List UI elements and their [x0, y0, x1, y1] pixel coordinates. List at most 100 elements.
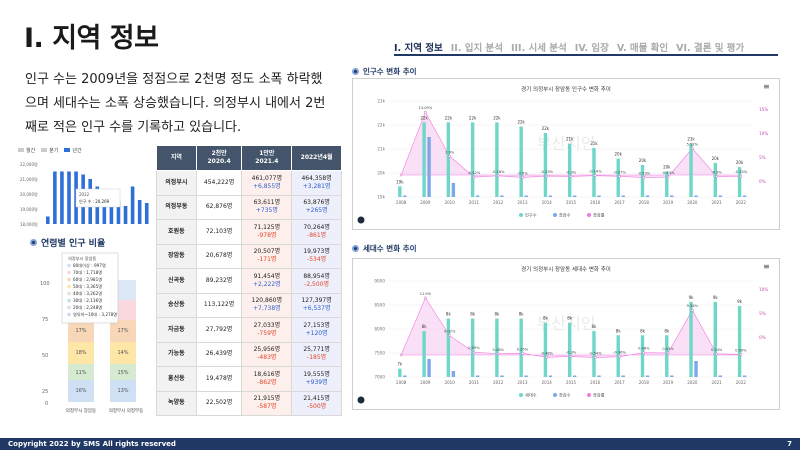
mini-bar[interactable] [137, 200, 142, 224]
bar-delta[interactable] [524, 375, 528, 378]
rate-point[interactable] [521, 351, 524, 355]
bar-delta[interactable] [597, 375, 601, 378]
rate-point[interactable] [739, 174, 743, 178]
bar-main[interactable] [737, 167, 742, 197]
bar-delta[interactable] [670, 375, 674, 378]
bar-main[interactable] [592, 331, 596, 377]
rate-point[interactable] [545, 174, 549, 178]
bar-delta[interactable] [645, 195, 650, 198]
bar-main[interactable] [422, 331, 426, 377]
rate-point[interactable] [496, 174, 500, 178]
bar-main[interactable] [519, 318, 523, 377]
legend-marker[interactable] [553, 213, 557, 217]
mini-bar[interactable] [144, 203, 149, 224]
rate-point[interactable] [642, 351, 646, 355]
bar-main[interactable] [519, 126, 523, 197]
bar-delta[interactable] [573, 195, 577, 198]
rate-point[interactable] [496, 352, 500, 356]
bar-delta[interactable] [548, 375, 553, 378]
rate-point[interactable] [642, 176, 646, 179]
mini-bar[interactable] [60, 171, 64, 225]
bar-main[interactable] [616, 158, 620, 197]
rate-point[interactable] [593, 174, 597, 178]
bar-main[interactable] [470, 122, 475, 197]
rate-point[interactable] [472, 350, 476, 354]
rate-point[interactable] [424, 110, 427, 114]
chart-menu-icon[interactable]: ≡ [763, 82, 770, 91]
bar-delta[interactable] [621, 375, 625, 378]
bar-delta[interactable] [573, 375, 577, 378]
mini-bar[interactable] [109, 197, 114, 224]
bar-delta[interactable] [403, 375, 407, 378]
bar-main[interactable] [398, 186, 402, 197]
rate-point[interactable] [715, 175, 718, 178]
legend-yearly[interactable]: 년간 [64, 147, 82, 154]
bar-main[interactable] [689, 301, 693, 377]
legend-quarterly[interactable]: 분기 [41, 147, 58, 154]
bar-main[interactable] [446, 318, 451, 377]
bar-delta[interactable] [451, 371, 456, 377]
rate-point[interactable] [399, 173, 403, 177]
bar-delta[interactable] [621, 195, 625, 198]
nav-item-listing-check[interactable]: V. 매물 확인 [616, 43, 669, 54]
bar-main[interactable] [616, 335, 620, 377]
bar-delta[interactable] [500, 195, 504, 198]
rate-point[interactable] [569, 175, 573, 178]
rate-point[interactable] [690, 308, 694, 312]
bar-delta[interactable] [500, 375, 504, 378]
legend-marker[interactable] [519, 213, 523, 217]
rate-point[interactable] [690, 147, 694, 150]
mini-bar[interactable] [123, 206, 128, 224]
bar-delta[interactable] [475, 195, 480, 198]
bar-delta[interactable] [694, 195, 698, 198]
nav-item-region-info[interactable]: I. 지역 정보 [394, 43, 443, 54]
legend-marker[interactable] [519, 393, 523, 397]
nav-item-price-analysis[interactable]: III. 시세 분석 [510, 43, 567, 54]
mini-bar[interactable] [46, 216, 50, 225]
bar-delta[interactable] [645, 375, 650, 378]
bar-delta[interactable] [475, 375, 480, 378]
rate-point[interactable] [618, 174, 621, 178]
bar-delta[interactable] [694, 361, 698, 377]
rate-point[interactable] [472, 175, 476, 179]
legend-marker[interactable] [587, 213, 591, 217]
rate-point[interactable] [666, 175, 670, 179]
mini-bar[interactable] [53, 171, 57, 225]
bar-main[interactable] [398, 368, 402, 377]
bar-main[interactable] [543, 322, 548, 377]
bar-main[interactable] [470, 318, 475, 377]
bar-main[interactable] [713, 162, 717, 197]
bar-main[interactable] [495, 318, 499, 377]
mini-bar[interactable] [116, 201, 121, 225]
chart-menu-icon[interactable]: ≡ [763, 262, 770, 271]
bar-delta[interactable] [524, 195, 528, 198]
nav-item-site-visit[interactable]: IV. 임장 [574, 43, 609, 54]
legend-monthly[interactable]: 월간 [18, 147, 35, 154]
mini-bar[interactable] [130, 186, 135, 225]
bar-main[interactable] [640, 165, 645, 197]
rate-point[interactable] [448, 154, 452, 158]
bar-delta[interactable] [718, 195, 722, 198]
bar-main[interactable] [713, 301, 717, 377]
rate-point[interactable] [569, 355, 573, 358]
bar-main[interactable] [568, 322, 572, 377]
bar-delta[interactable] [548, 195, 553, 198]
bar-main[interactable] [689, 143, 693, 197]
mini-bar[interactable] [67, 171, 71, 225]
rate-point[interactable] [545, 355, 549, 359]
bar-delta[interactable] [742, 195, 747, 198]
bar-main[interactable] [422, 122, 426, 197]
rate-point[interactable] [424, 296, 427, 300]
bar-main[interactable] [737, 306, 742, 377]
bar-delta[interactable] [597, 195, 601, 198]
bar-main[interactable] [568, 143, 572, 197]
nav-item-conclusion[interactable]: VI. 결론 및 평가 [676, 43, 745, 54]
bar-delta[interactable] [451, 183, 456, 197]
rate-point[interactable] [739, 353, 743, 356]
bar-main[interactable] [592, 147, 596, 197]
bar-main[interactable] [495, 122, 499, 197]
bar-main[interactable] [665, 171, 669, 197]
bar-main[interactable] [665, 335, 669, 377]
rate-point[interactable] [448, 334, 452, 338]
bar-delta[interactable] [742, 375, 747, 378]
